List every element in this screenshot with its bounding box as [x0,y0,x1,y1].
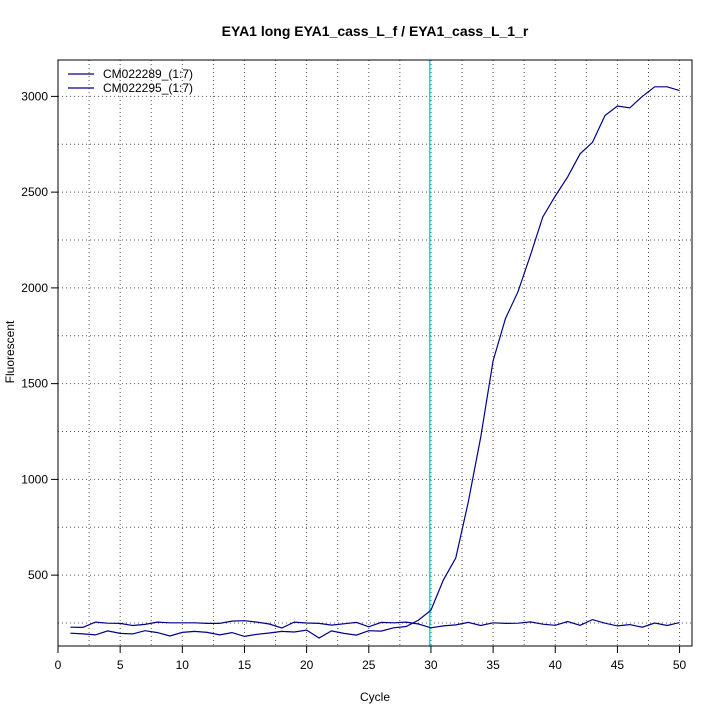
series-line-1 [70,86,680,639]
x-tick-label: 0 [55,658,62,672]
x-tick-label: 45 [611,658,625,672]
y-tick-label: 1500 [21,377,48,391]
y-tick-label: 2000 [21,281,48,295]
x-tick-label: 30 [424,658,438,672]
legend-label: CM022295_(1:7) [103,81,193,95]
series-layer [70,86,680,639]
series-line-2 [70,618,680,629]
x-tick-label: 5 [117,658,124,672]
y-tick-label: 2500 [21,185,48,199]
x-tick-label: 20 [300,658,314,672]
chart-title: EYA1 long EYA1_cass_L_f / EYA1_cass_L_1_… [222,23,529,39]
grid-lines [58,60,692,646]
y-axis: 500 1000 1500 2000 2500 3000 [21,89,59,582]
y-tick-label: 3000 [21,89,48,103]
legend-label: CM022289_(1:7) [103,67,193,81]
plot-frame [57,59,693,647]
x-tick-label: 35 [486,658,500,672]
x-tick-label: 10 [176,658,190,672]
x-tick-label: 15 [238,658,252,672]
y-axis-label: Fluorescent [3,320,17,383]
x-tick-label: 25 [362,658,376,672]
x-axis-label: Cycle [360,690,390,704]
x-tick-label: 50 [673,658,687,672]
legend: CM022289_(1:7)CM022295_(1:7) [68,67,193,95]
y-tick-label: 1000 [21,472,48,486]
x-axis: 0 5 10 15 20 25 30 35 40 45 50 [55,645,687,672]
y-tick-label: 500 [28,568,48,582]
x-tick-label: 40 [549,658,563,672]
